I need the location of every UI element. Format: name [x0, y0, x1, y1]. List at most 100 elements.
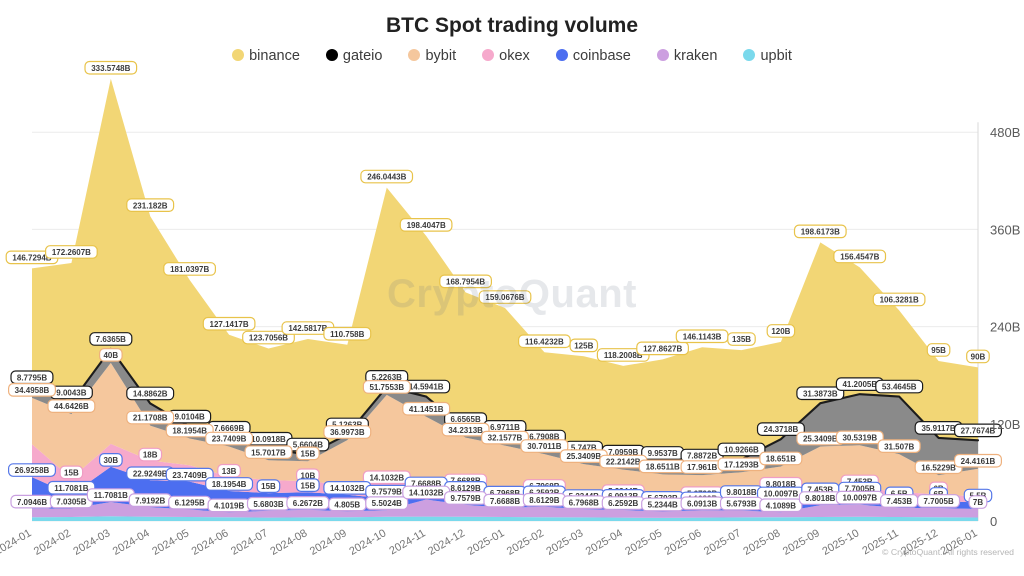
svg-text:7.8872B: 7.8872B — [687, 452, 717, 461]
svg-text:10.9266B: 10.9266B — [724, 446, 759, 455]
svg-text:120B: 120B — [771, 327, 790, 336]
svg-text:10.0097B: 10.0097B — [764, 490, 799, 499]
svg-text:6.2592B: 6.2592B — [608, 499, 638, 508]
svg-text:4.1089B: 4.1089B — [766, 501, 796, 510]
svg-text:7.453B: 7.453B — [886, 497, 912, 506]
svg-text:17.961B: 17.961B — [687, 463, 717, 472]
svg-text:9.8018B: 9.8018B — [805, 494, 835, 503]
svg-text:18.6511B: 18.6511B — [646, 463, 680, 472]
svg-text:17.1293B: 17.1293B — [724, 460, 759, 469]
svg-text:127.1417B: 127.1417B — [210, 320, 249, 329]
svg-text:30.5319B: 30.5319B — [842, 433, 877, 442]
svg-text:2024-09: 2024-09 — [308, 527, 349, 558]
svg-text:34.4958B: 34.4958B — [15, 386, 50, 395]
svg-text:110.758B: 110.758B — [330, 330, 364, 339]
svg-text:7B: 7B — [973, 498, 983, 507]
svg-text:34.2313B: 34.2313B — [448, 426, 483, 435]
svg-text:2024-07: 2024-07 — [229, 527, 270, 558]
svg-text:7.9192B: 7.9192B — [135, 496, 165, 505]
svg-text:6.2672B: 6.2672B — [293, 499, 323, 508]
svg-text:142.5817B: 142.5817B — [288, 324, 327, 333]
svg-text:15.7017B: 15.7017B — [251, 448, 286, 457]
svg-text:7.6688B: 7.6688B — [490, 497, 520, 506]
svg-text:5.2344B: 5.2344B — [648, 501, 678, 510]
svg-text:2025-03: 2025-03 — [544, 527, 585, 558]
svg-text:25.3409B: 25.3409B — [566, 452, 601, 461]
svg-text:30.7011B: 30.7011B — [527, 442, 561, 451]
svg-text:198.6173B: 198.6173B — [801, 227, 840, 236]
svg-text:9.8018B: 9.8018B — [726, 488, 756, 497]
svg-text:21.1708B: 21.1708B — [133, 414, 168, 423]
svg-text:116.4232B: 116.4232B — [525, 337, 564, 346]
svg-text:24.3718B: 24.3718B — [764, 425, 799, 434]
svg-text:2024-08: 2024-08 — [268, 527, 309, 558]
svg-text:22.2142B: 22.2142B — [606, 458, 641, 467]
svg-text:6.1295B: 6.1295B — [175, 499, 205, 508]
svg-text:360B: 360B — [990, 222, 1020, 237]
svg-text:6.0913B: 6.0913B — [687, 499, 717, 508]
svg-text:24.4161B: 24.4161B — [961, 457, 996, 466]
svg-text:2024-04: 2024-04 — [111, 527, 152, 558]
svg-text:14.5941B: 14.5941B — [409, 383, 444, 392]
svg-text:127.8627B: 127.8627B — [643, 345, 682, 354]
svg-text:246.0443B: 246.0443B — [367, 173, 406, 182]
svg-text:6.7968B: 6.7968B — [569, 498, 599, 507]
svg-text:22.9249B: 22.9249B — [133, 469, 168, 478]
svg-text:2024-11: 2024-11 — [387, 527, 427, 557]
svg-text:146.1143B: 146.1143B — [683, 332, 722, 341]
svg-text:0: 0 — [990, 514, 997, 529]
svg-text:6.9711B: 6.9711B — [490, 423, 520, 432]
svg-text:2025-08: 2025-08 — [741, 527, 782, 558]
svg-text:51.7553B: 51.7553B — [369, 383, 404, 392]
svg-text:32.1577B: 32.1577B — [488, 434, 523, 443]
svg-text:10.0097B: 10.0097B — [842, 494, 877, 503]
svg-text:125B: 125B — [574, 341, 593, 350]
svg-text:2025-01: 2025-01 — [466, 527, 507, 558]
svg-text:14.1032B: 14.1032B — [409, 489, 444, 498]
svg-text:7.0946B: 7.0946B — [17, 498, 47, 507]
svg-text:156.4547B: 156.4547B — [840, 253, 879, 262]
svg-text:44.6426B: 44.6426B — [54, 402, 89, 411]
svg-text:13B: 13B — [222, 467, 237, 476]
svg-text:2024-01: 2024-01 — [0, 527, 33, 558]
svg-text:2025-07: 2025-07 — [702, 527, 743, 558]
svg-text:14.8862B: 14.8862B — [133, 390, 168, 399]
svg-text:14.1032B: 14.1032B — [369, 473, 404, 482]
svg-text:2024-05: 2024-05 — [150, 527, 191, 558]
svg-text:53.4645B: 53.4645B — [882, 383, 917, 392]
svg-text:40B: 40B — [103, 351, 118, 360]
svg-text:8.7795B: 8.7795B — [17, 373, 47, 382]
svg-text:4.805B: 4.805B — [334, 501, 360, 510]
svg-text:23.7409B: 23.7409B — [212, 435, 247, 444]
svg-text:120B: 120B — [990, 417, 1020, 432]
svg-text:5.6803B: 5.6803B — [253, 500, 283, 509]
svg-text:41.2005B: 41.2005B — [842, 380, 877, 389]
svg-text:16.5229B: 16.5229B — [921, 463, 956, 472]
svg-text:172.2607B: 172.2607B — [52, 248, 91, 257]
svg-text:7.0305B: 7.0305B — [56, 498, 86, 507]
svg-text:240B: 240B — [990, 320, 1020, 335]
svg-text:15B: 15B — [301, 449, 316, 458]
svg-text:2025-12: 2025-12 — [899, 527, 940, 558]
svg-text:31.507B: 31.507B — [884, 442, 914, 451]
svg-text:8.6129B: 8.6129B — [529, 496, 559, 505]
svg-text:9.7579B: 9.7579B — [450, 494, 480, 503]
svg-text:2025-05: 2025-05 — [623, 527, 664, 558]
svg-text:4.1019B: 4.1019B — [214, 501, 244, 510]
svg-text:2024-06: 2024-06 — [190, 527, 231, 558]
svg-text:2025-11: 2025-11 — [860, 527, 900, 557]
svg-text:7.6365B: 7.6365B — [96, 335, 126, 344]
svg-text:18.651B: 18.651B — [766, 455, 796, 464]
svg-text:5.6793B: 5.6793B — [726, 500, 756, 509]
svg-text:23.7409B: 23.7409B — [172, 471, 207, 480]
svg-text:2025-02: 2025-02 — [505, 527, 546, 558]
svg-text:11.7081B: 11.7081B — [94, 491, 128, 500]
svg-text:2024-10: 2024-10 — [347, 527, 388, 558]
svg-text:123.7056B: 123.7056B — [249, 334, 288, 343]
svg-text:2025-09: 2025-09 — [781, 527, 822, 558]
svg-text:480B: 480B — [990, 125, 1020, 140]
svg-text:2025-04: 2025-04 — [584, 527, 625, 558]
svg-text:95B: 95B — [931, 346, 946, 355]
svg-text:31.3873B: 31.3873B — [803, 389, 838, 398]
svg-text:7.7005B: 7.7005B — [923, 497, 953, 506]
